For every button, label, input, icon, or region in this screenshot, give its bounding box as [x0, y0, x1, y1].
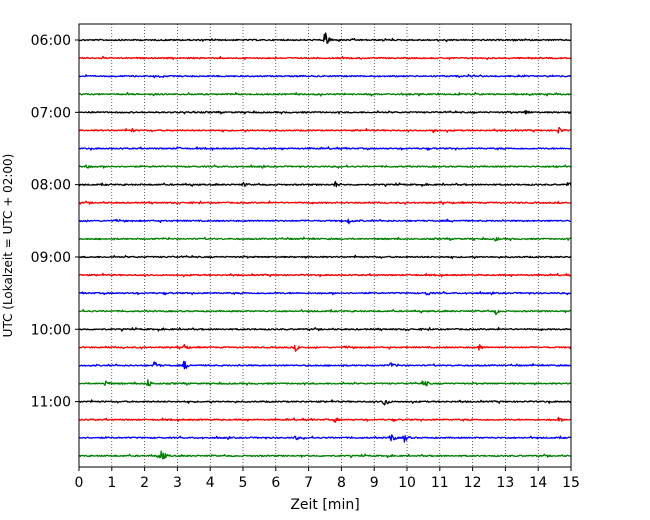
trace-line — [78, 291, 572, 296]
trace-line — [78, 327, 572, 332]
trace-line — [78, 109, 572, 115]
y-tick-label: 09:00 — [31, 250, 71, 266]
x-tick-label: 14 — [529, 475, 547, 491]
y-axis-ticks: 06:00 07:00 08:00 09:00 10:00 11:00 — [31, 33, 79, 411]
trace-line — [78, 91, 572, 97]
trace-line — [78, 146, 572, 151]
y-tick-label: 11:00 — [31, 395, 71, 411]
x-tick-label: 5 — [239, 475, 248, 491]
trace-line — [78, 272, 572, 278]
x-tick-label: 10 — [398, 475, 416, 491]
x-tick-label: 7 — [304, 475, 313, 491]
x-tick-label: 12 — [464, 475, 482, 491]
grid-lines — [111, 24, 539, 467]
y-tick-label: 08:00 — [31, 178, 71, 194]
trace-line — [78, 254, 572, 260]
trace-line — [78, 309, 572, 316]
x-tick-label: 0 — [75, 475, 84, 491]
trace-line — [78, 236, 572, 242]
x-tick-label: 13 — [496, 475, 514, 491]
trace-line — [78, 218, 572, 225]
y-axis-label: UTC (Lokalzeit = UTC + 02:00) — [1, 154, 15, 338]
trace-line — [78, 55, 572, 61]
x-tick-label: 1 — [107, 475, 116, 491]
trace-line — [78, 200, 572, 205]
trace-line — [78, 32, 572, 44]
y-tick-label: 07:00 — [31, 105, 71, 121]
y-tick-label: 06:00 — [31, 33, 71, 49]
seismic-traces — [78, 32, 572, 460]
trace-line — [78, 360, 572, 370]
trace-line — [78, 379, 572, 387]
x-axis-ticks: 0 1 2 3 4 5 6 7 8 9 10 11 12 13 14 15 — [75, 467, 580, 491]
x-tick-label: 6 — [271, 475, 280, 491]
x-tick-label: 15 — [562, 475, 580, 491]
trace-line — [78, 434, 572, 443]
x-tick-label: 2 — [140, 475, 149, 491]
x-axis-label: Zeit [min] — [290, 497, 359, 513]
trace-line — [78, 126, 572, 134]
x-tick-label: 9 — [370, 475, 379, 491]
trace-line — [78, 180, 572, 188]
x-tick-label: 3 — [173, 475, 182, 491]
x-tick-label: 11 — [431, 475, 449, 491]
trace-line — [78, 399, 572, 406]
trace-line — [78, 450, 572, 460]
plot-frame — [78, 23, 572, 468]
trace-line — [78, 343, 572, 352]
trace-line — [78, 73, 572, 79]
trace-line — [78, 164, 572, 169]
y-tick-label: 10:00 — [31, 322, 71, 338]
trace-line — [78, 416, 572, 423]
x-tick-label: 8 — [337, 475, 346, 491]
x-tick-label: 4 — [206, 475, 215, 491]
